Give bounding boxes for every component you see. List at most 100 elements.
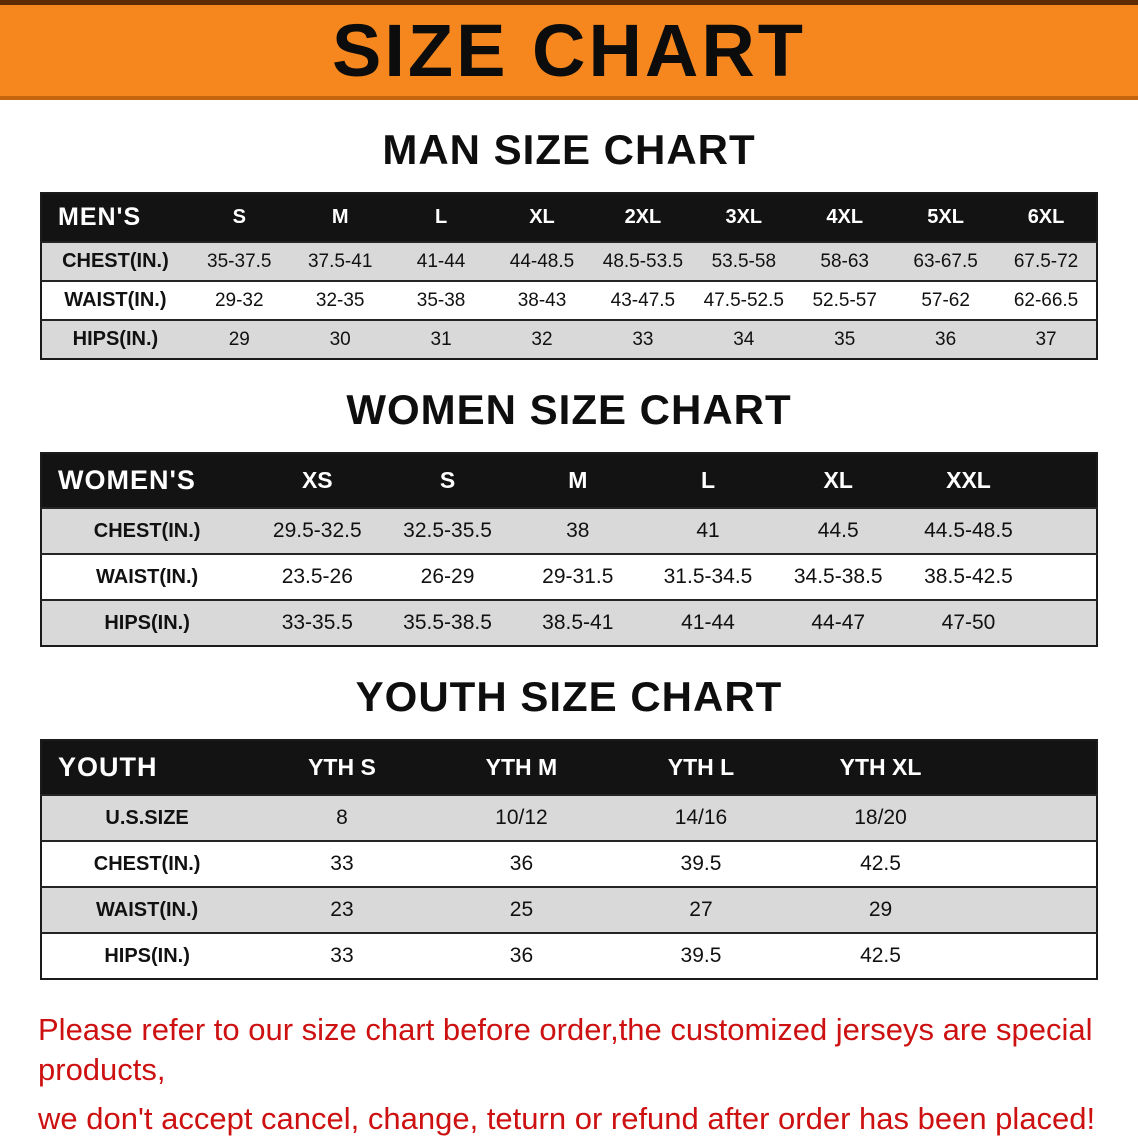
size-value: 32.5-35.5 <box>382 507 513 554</box>
table-row: WAIST(IN.) 23.5-26 26-29 29-31.5 31.5-34.5 34… <box>41 553 1097 600</box>
disclaimer-line-1: Please refer to our size chart before or… <box>38 1012 1093 1088</box>
table-row: U.S.SIZE 8 10/12 14/16 18/20 <box>41 794 1097 841</box>
table-row: CHEST(IN.) 29.5-32.5 32.5-35.5 38 41 44.5 44.5… <box>41 507 1097 554</box>
size-column-header: YTH S <box>252 740 432 795</box>
size-value: 35.5-38.5 <box>382 599 513 646</box>
size-value: 33 <box>252 932 432 979</box>
size-value: 58-63 <box>794 241 896 281</box>
row-label: WAIST(IN.) <box>41 553 253 600</box>
size-value: 34 <box>693 319 795 359</box>
size-value: 37 <box>996 319 1097 359</box>
size-column-header: L <box>390 193 492 242</box>
size-value: 63-67.5 <box>895 241 997 281</box>
size-value: 23.5-26 <box>252 553 383 600</box>
size-value: 44.5 <box>773 507 904 554</box>
size-column-header: L <box>642 453 774 508</box>
size-column-header: 6XL <box>996 193 1097 242</box>
size-value: 25 <box>431 886 612 933</box>
table-row: WAIST(IN.) 29-32 32-35 35-38 38-43 43-47.5 47.… <box>41 280 1097 320</box>
men-section: MAN SIZE CHART MEN'S S M L XL 2XL 3XL 4XL 5XL 6XL… <box>0 126 1138 360</box>
men-size-table: MEN'S S M L XL 2XL 3XL 4XL 5XL 6XL CHEST(IN.) 35-3… <box>40 192 1098 360</box>
size-value: 44-48.5 <box>491 241 593 281</box>
table-row: CHEST(IN.) 35-37.5 37.5-41 41-44 44-48.5 48.5… <box>41 241 1097 281</box>
size-value: 36 <box>431 840 612 887</box>
table-row: WAIST(IN.) 23 25 27 29 <box>41 886 1097 933</box>
size-value: 29 <box>790 886 971 933</box>
size-value: 35-37.5 <box>188 241 290 281</box>
size-value: 10/12 <box>431 794 612 841</box>
size-value: 37.5-41 <box>289 241 391 281</box>
row-label: WAIST(IN.) <box>41 280 189 320</box>
size-value: 36 <box>431 932 612 979</box>
size-column-header: XXL <box>903 453 1034 508</box>
table-title-cell: YOUTH <box>41 740 253 795</box>
women-size-table: WOMEN'S XS S M L XL XXL CHEST(IN.) 29.5-32.5 32.… <box>40 452 1098 647</box>
header-row: MEN'S S M L XL 2XL 3XL 4XL 5XL 6XL <box>41 193 1097 242</box>
size-value: 18/20 <box>790 794 971 841</box>
size-value: 42.5 <box>790 932 971 979</box>
table-row: HIPS(IN.) 33-35.5 35.5-38.5 38.5-41 41-44 44-… <box>41 599 1097 646</box>
row-label: CHEST(IN.) <box>41 507 253 554</box>
spacer-cell <box>1033 599 1097 646</box>
size-column-header: 3XL <box>693 193 795 242</box>
size-value: 38 <box>512 507 643 554</box>
spacer-cell <box>970 740 1097 795</box>
women-table-body: CHEST(IN.) 29.5-32.5 32.5-35.5 38 41 44.5 44.5… <box>41 507 1097 646</box>
size-value: 27 <box>611 886 791 933</box>
size-value: 33-35.5 <box>252 599 383 646</box>
size-column-header: S <box>382 453 513 508</box>
size-value: 34.5-38.5 <box>773 553 904 600</box>
size-value: 42.5 <box>790 840 971 887</box>
size-column-header: M <box>289 193 391 242</box>
row-label: HIPS(IN.) <box>41 319 189 359</box>
size-value: 35-38 <box>390 280 492 320</box>
size-column-header: S <box>188 193 290 242</box>
size-value: 47-50 <box>903 599 1034 646</box>
size-value: 38.5-42.5 <box>903 553 1034 600</box>
size-value: 39.5 <box>611 840 791 887</box>
disclaimer: Please refer to our size chart before or… <box>38 1010 1100 1139</box>
size-value: 35 <box>794 319 896 359</box>
youth-section: YOUTH SIZE CHART YOUTH YTH S YTH M YTH L YTH… <box>0 673 1138 980</box>
size-column-header: YTH M <box>431 740 612 795</box>
size-value: 32-35 <box>289 280 391 320</box>
size-value: 33 <box>252 840 432 887</box>
size-value: 62-66.5 <box>996 280 1097 320</box>
header-row: YOUTH YTH S YTH M YTH L YTH XL <box>41 740 1097 795</box>
youth-table-body: U.S.SIZE 8 10/12 14/16 18/20 CHEST(IN.) 33 36 39… <box>41 794 1097 979</box>
women-table-head: WOMEN'S XS S M L XL XXL <box>41 453 1097 508</box>
size-column-header: 2XL <box>592 193 694 242</box>
size-value: 43-47.5 <box>592 280 694 320</box>
spacer-cell <box>970 932 1097 979</box>
size-value: 44.5-48.5 <box>903 507 1034 554</box>
youth-table-head: YOUTH YTH S YTH M YTH L YTH XL <box>41 740 1097 795</box>
size-value: 26-29 <box>382 553 513 600</box>
size-value: 29-32 <box>188 280 290 320</box>
size-column-header: XL <box>491 193 593 242</box>
size-value: 36 <box>895 319 997 359</box>
row-label: HIPS(IN.) <box>41 932 253 979</box>
size-value: 31.5-34.5 <box>642 553 774 600</box>
men-table-body: CHEST(IN.) 35-37.5 37.5-41 41-44 44-48.5 48.5… <box>41 241 1097 359</box>
size-column-header: 4XL <box>794 193 896 242</box>
row-label: WAIST(IN.) <box>41 886 253 933</box>
men-heading: MAN SIZE CHART <box>382 126 756 173</box>
size-column-header: 5XL <box>895 193 997 242</box>
size-value: 52.5-57 <box>794 280 896 320</box>
table-title-cell: WOMEN'S <box>41 453 253 508</box>
size-value: 41-44 <box>642 599 774 646</box>
youth-size-table: YOUTH YTH S YTH M YTH L YTH XL U.S.SIZE 8 10/1… <box>40 739 1098 980</box>
size-value: 23 <box>252 886 432 933</box>
size-value: 39.5 <box>611 932 791 979</box>
spacer-cell <box>970 840 1097 887</box>
size-value: 38-43 <box>491 280 593 320</box>
banner-title: SIZE CHART <box>332 8 806 92</box>
size-value: 48.5-53.5 <box>592 241 694 281</box>
disclaimer-line-2: we don't accept cancel, change, teturn o… <box>38 1100 1096 1136</box>
spacer-cell <box>1033 453 1097 508</box>
women-heading: WOMEN SIZE CHART <box>346 386 792 433</box>
spacer-cell <box>1033 553 1097 600</box>
size-column-header: XL <box>773 453 904 508</box>
size-column-header: XS <box>252 453 383 508</box>
